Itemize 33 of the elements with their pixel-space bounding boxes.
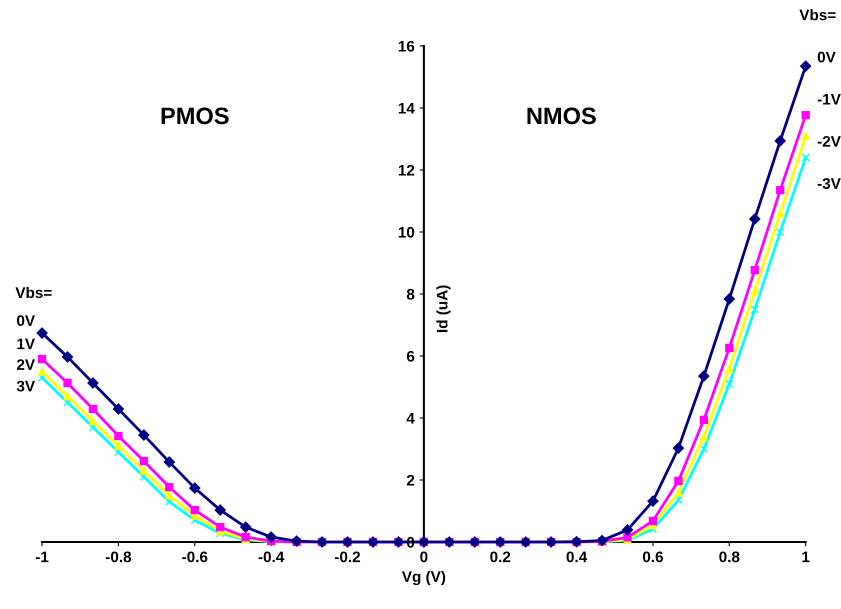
x-tick-label: -0.2 xyxy=(334,551,360,562)
annotation: PMOS xyxy=(162,108,229,124)
x-tick-label: 0 xyxy=(420,551,428,562)
y-tick-label: 14 xyxy=(398,103,415,114)
series-label: 0V xyxy=(17,315,35,326)
x-tick-label: -0.4 xyxy=(258,551,284,562)
x-tick-label: -0.8 xyxy=(106,551,132,562)
y-tick-label: 4 xyxy=(406,413,415,424)
y-tick-label: 16 xyxy=(398,40,414,52)
x-tick-label: -0.6 xyxy=(182,551,208,562)
x-tick-label: 1 xyxy=(802,552,810,562)
x-tick-label: 0.2 xyxy=(490,551,510,562)
y-tick-label: 2 xyxy=(406,474,414,486)
series-label: -3V xyxy=(818,178,841,189)
series-label: 1V xyxy=(17,338,35,350)
y-tick-label: 12 xyxy=(398,164,414,176)
y-tick-label: 8 xyxy=(406,288,414,300)
series-label: 3V xyxy=(16,380,35,392)
text: Vbs= xyxy=(799,9,836,20)
x-tick-label: 0.6 xyxy=(642,551,664,562)
x-axis-title: Vg (V) xyxy=(402,570,446,586)
series-label: -2V xyxy=(818,136,841,147)
series-label: 2V xyxy=(16,359,35,370)
annotation: NMOS xyxy=(527,108,596,124)
y-axis-title: Id (uA) xyxy=(436,285,451,332)
x-tick-label: 0.8 xyxy=(719,551,740,562)
y-tick-label: 10 xyxy=(398,226,414,238)
annotation: Vbs= xyxy=(15,286,52,298)
y-tick-label: 6 xyxy=(406,350,414,362)
series-label: 0V xyxy=(818,52,836,62)
series-label: -1V xyxy=(818,94,841,104)
x-tick-label: 0.4 xyxy=(566,551,588,562)
x-tick-label: -1 xyxy=(36,552,48,562)
